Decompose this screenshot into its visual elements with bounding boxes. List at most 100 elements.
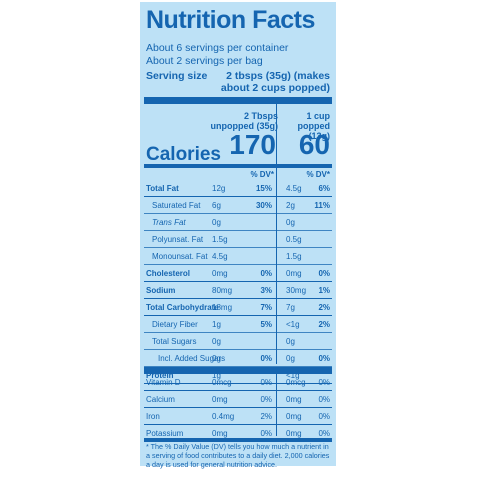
- table-row: Trans Fat 0g 0g: [144, 214, 332, 231]
- table-row: Total Fat 12g 4.5g 15% 6%: [144, 180, 332, 197]
- dv-unpopped: 15%: [255, 184, 272, 193]
- amount-unpopped: 0mg: [212, 395, 228, 404]
- row-divider: [144, 332, 332, 333]
- dv-unpopped: 7%: [260, 303, 272, 312]
- amount-popped: 2g: [286, 201, 295, 210]
- footnote-divider: [144, 438, 332, 442]
- amount-unpopped: 0mg: [212, 429, 228, 438]
- thick-divider: [144, 97, 332, 104]
- serving-size-value: 2 tbsps (35g) (makes about 2 cups popped…: [220, 70, 330, 94]
- footnote: * The % Daily Value (DV) tells you how m…: [146, 442, 330, 469]
- amount-unpopped: 18mg: [212, 303, 233, 312]
- table-row: Saturated Fat 6g 2g 30% 11%: [144, 197, 332, 214]
- table-row: Vitamin D 0mcg 0mcg 0% 0%: [144, 374, 332, 391]
- calories-label: Calories: [146, 144, 221, 165]
- dv-popped: 0%: [318, 269, 330, 278]
- nutrient-name: Iron: [146, 412, 160, 421]
- amount-popped: 30mg: [286, 286, 307, 295]
- dv-popped: 0%: [318, 378, 330, 387]
- amount-unpopped: 6g: [212, 201, 221, 210]
- dv-popped: 2%: [318, 320, 330, 329]
- column-header-line: (13g): [308, 131, 330, 141]
- calories-popped: 60: [298, 129, 330, 160]
- amount-popped: 0g: [286, 354, 295, 363]
- servings-per-bag: About 2 servings per bag: [146, 55, 263, 67]
- dv-unpopped: 0%: [260, 269, 272, 278]
- amount-unpopped: 1g: [212, 320, 221, 329]
- amount-popped: 0mg: [286, 395, 302, 404]
- row-divider: [144, 349, 332, 350]
- nutrient-name: Potassium: [146, 429, 184, 438]
- row-divider: [144, 407, 332, 408]
- row-divider: [144, 230, 332, 231]
- amount-unpopped: 1.5g: [212, 235, 228, 244]
- amount-unpopped: 0g: [212, 337, 221, 346]
- amount-popped: 0mg: [286, 429, 302, 438]
- thick-divider-vitamins: [144, 367, 332, 374]
- amount-unpopped: 12g: [212, 184, 226, 193]
- amount-unpopped: 0.4mg: [212, 412, 235, 421]
- table-row: Cholesterol 0mg 0mg 0% 0%: [144, 265, 332, 282]
- serving-size-label: Serving size: [146, 70, 208, 82]
- amount-popped: 0.5g: [286, 235, 302, 244]
- nutrient-name: Total Carbohydrate: [146, 303, 219, 312]
- amount-popped: 1.5g: [286, 252, 302, 261]
- nutrient-name: Total Fat: [146, 184, 179, 193]
- amount-unpopped: 1g: [212, 371, 221, 380]
- amount-popped: 4.5g: [286, 184, 302, 193]
- table-row: Total Sugars 0g 0g: [144, 333, 332, 350]
- table-row: Monounsat. Fat 4.5g 1.5g: [144, 248, 332, 265]
- amount-unpopped: 0mcg: [212, 378, 232, 387]
- row-divider: [144, 390, 332, 391]
- nutrient-name: Sodium: [146, 286, 176, 295]
- dv-unpopped: 0%: [260, 395, 272, 404]
- column-header-line: unpopped (35g): [210, 121, 279, 131]
- amount-unpopped: 0mg: [212, 269, 228, 278]
- amount-popped: 0mg: [286, 269, 302, 278]
- amount-popped: <1g: [286, 371, 300, 380]
- table-row: Dietary Fiber 1g <1g 5% 2%: [144, 316, 332, 333]
- column-header-line: 1 cup popped: [297, 111, 331, 131]
- dv-unpopped: 0%: [260, 378, 272, 387]
- nutrient-name: Polyunsat. Fat: [152, 235, 204, 244]
- column-header-popped: 1 cup popped (13g): [280, 111, 331, 141]
- amount-popped: 0g: [286, 337, 295, 346]
- amount-unpopped: 0g: [212, 218, 221, 227]
- nutrient-name: Dietary Fiber: [152, 320, 198, 329]
- row-divider: [144, 247, 332, 248]
- dv-unpopped: 30%: [255, 201, 272, 210]
- dv-unpopped: 5%: [260, 320, 272, 329]
- column-separator-vitamins: [276, 372, 277, 436]
- dv-popped: 1%: [318, 286, 330, 295]
- nutrient-name: Cholesterol: [146, 269, 191, 278]
- servings-per-container: About 6 servings per container: [146, 42, 289, 54]
- medium-divider: [144, 164, 332, 168]
- dv-popped: 2%: [318, 303, 330, 312]
- row-divider: [144, 196, 332, 197]
- amount-popped: 0mg: [286, 412, 302, 421]
- table-row: Protein 1g <1g: [144, 367, 332, 384]
- nutrient-name: Calcium: [146, 395, 175, 404]
- row-divider: [144, 298, 332, 299]
- dv-popped: 0%: [318, 354, 330, 363]
- nutrient-name: Monounsat. Fat: [152, 252, 208, 261]
- dv-unpopped: 2%: [260, 412, 272, 421]
- amount-unpopped: 80mg: [212, 286, 233, 295]
- table-row: Sodium 80mg 30mg 3% 1%: [144, 282, 332, 299]
- nutrition-facts-label: Nutrition Facts About 6 servings per con…: [140, 2, 336, 469]
- row-divider: [144, 315, 332, 316]
- row-divider: [144, 424, 332, 425]
- dv-popped: 11%: [314, 201, 330, 210]
- dv-header-popped: % DV*: [306, 170, 330, 179]
- table-row: Calcium 0mg 0mg 0% 0%: [144, 391, 332, 408]
- amount-unpopped: 0g: [212, 354, 221, 363]
- nutrient-name: Protein: [146, 371, 174, 380]
- column-header-unpopped: 2 Tbsps unpopped (35g): [204, 111, 279, 131]
- row-divider: [144, 383, 332, 384]
- nutrient-name: Trans Fat: [152, 218, 186, 227]
- calories-unpopped: 170: [229, 129, 276, 160]
- amount-popped: 0g: [286, 218, 295, 227]
- dv-popped: 6%: [318, 184, 330, 193]
- nutrient-name: Saturated Fat: [152, 201, 201, 210]
- nutrient-name: Total Sugars: [152, 337, 197, 346]
